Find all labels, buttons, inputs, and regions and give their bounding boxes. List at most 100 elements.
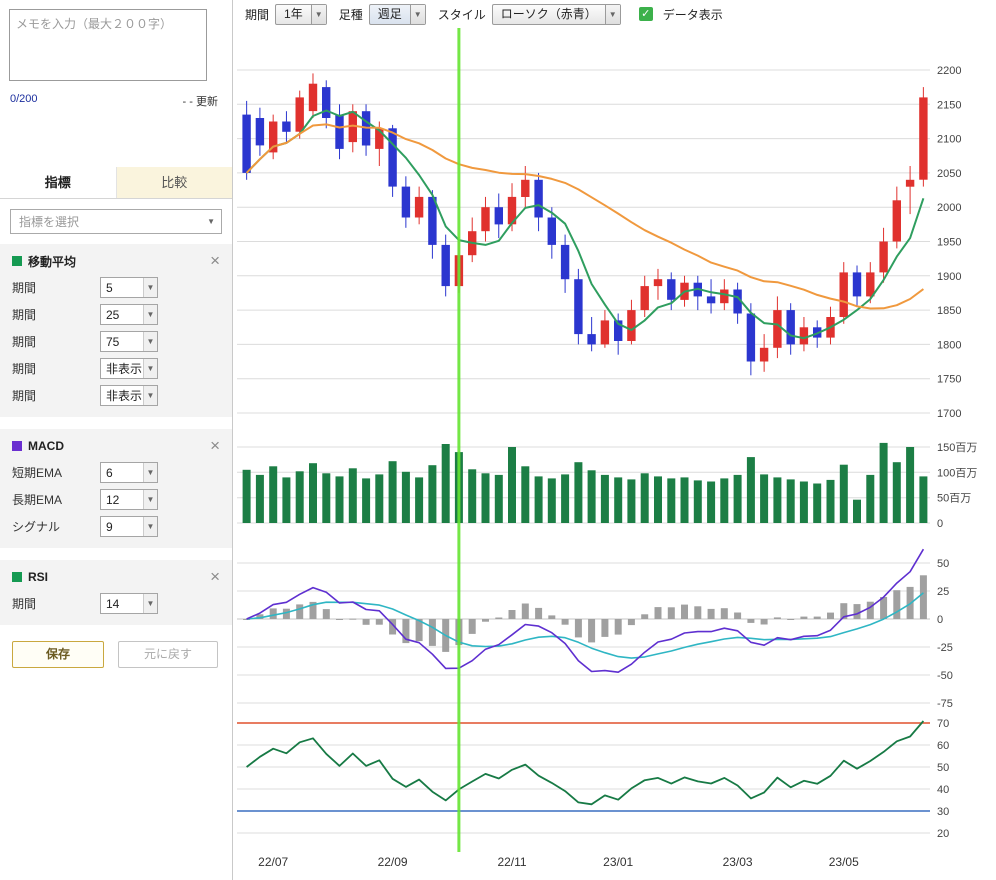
svg-text:2200: 2200	[937, 65, 961, 77]
row-label: 期間	[12, 389, 37, 403]
memo-input[interactable]	[9, 9, 207, 81]
indicator-row: 短期EMA 6 ▼	[12, 459, 220, 486]
svg-text:2050: 2050	[937, 168, 961, 180]
svg-text:50: 50	[937, 558, 949, 570]
ma-period-1-select[interactable]: 5 ▼	[100, 277, 158, 298]
price-panel: 2200 2150 2100 2050 2000 1950 1900 1850 1800 1750…	[237, 65, 961, 420]
select-value: 75	[106, 334, 120, 349]
style-label: スタイル	[437, 7, 486, 22]
ma-color-swatch	[12, 256, 22, 266]
svg-text:1700: 1700	[937, 408, 961, 420]
panel-title: RSI	[28, 570, 49, 584]
period-combo[interactable]: 1年 ▼	[275, 3, 327, 25]
bartype-label: 足種	[338, 7, 363, 22]
select-value: 9	[106, 519, 113, 534]
close-icon[interactable]: ×	[210, 436, 220, 455]
svg-text:23/03: 23/03	[723, 855, 753, 869]
row-label: 期間	[12, 281, 37, 295]
rsi-period-select[interactable]: 14 ▼	[100, 593, 158, 614]
chevron-down-icon: ▼	[310, 4, 326, 24]
macd-panel: 50 25 0 -25 -50 -75	[237, 548, 953, 710]
chevron-down-icon: ▼	[143, 490, 157, 509]
rsi-panel: 70 60 50 40 30 20	[237, 718, 949, 840]
chevron-down-icon: ▼	[604, 4, 620, 24]
x-axis-labels: 22/07 22/09 22/11 23/01 23/03 23/05	[258, 855, 859, 869]
indicator-select[interactable]: 指標を選択 ▼	[10, 209, 222, 234]
select-value: 25	[106, 307, 120, 322]
tab-compare[interactable]: 比較	[116, 167, 232, 198]
svg-text:23/05: 23/05	[829, 855, 859, 869]
indicator-row: 期間 非表示 ▼	[12, 382, 220, 409]
chart-toolbar: 期間 1年 ▼ 足種 週足 ▼ スタイル ローソク（赤青） ▼ ✓ データ表示	[233, 0, 996, 28]
chevron-down-icon: ▼	[207, 217, 215, 226]
chevron-down-icon: ▼	[143, 305, 157, 324]
panel-moving-average: 移動平均 × 期間 5 ▼ 期間 25 ▼ 期間 75	[0, 244, 232, 417]
select-value: 非表示	[106, 362, 143, 376]
bartype-combo[interactable]: 週足 ▼	[368, 3, 426, 25]
data-display-checkbox[interactable]: ✓	[638, 7, 653, 21]
period-label: 期間	[245, 7, 270, 22]
row-label: 期間	[12, 335, 37, 349]
tab-indicators[interactable]: 指標	[0, 167, 117, 198]
memo-update-link[interactable]: 更新	[196, 96, 218, 108]
svg-text:70: 70	[937, 718, 949, 730]
panel-title: MACD	[28, 439, 64, 453]
svg-text:-50: -50	[937, 670, 953, 682]
macd-signal-select[interactable]: 9 ▼	[100, 516, 158, 537]
ma-period-3-select[interactable]: 75 ▼	[100, 331, 158, 352]
svg-text:2100: 2100	[937, 134, 961, 146]
panel-title: 移動平均	[28, 254, 77, 269]
chevron-down-icon: ▼	[143, 594, 157, 613]
row-label: シグナル	[12, 520, 61, 534]
panel-header: MACD ×	[12, 436, 220, 456]
chevron-down-icon: ▼	[143, 278, 157, 297]
macd-short-ema-select[interactable]: 6 ▼	[100, 462, 158, 483]
macd-color-swatch	[12, 441, 22, 451]
row-label: 短期EMA	[12, 466, 63, 480]
svg-text:1750: 1750	[937, 374, 961, 386]
indicator-row: シグナル 9 ▼	[12, 513, 220, 540]
row-label: 長期EMA	[12, 493, 63, 507]
style-combo[interactable]: ローソク（赤青） ▼	[491, 3, 621, 25]
close-icon[interactable]: ×	[210, 251, 220, 270]
svg-text:2000: 2000	[937, 202, 961, 214]
ma-period-4-select[interactable]: 非表示 ▼	[100, 358, 158, 379]
row-label: 期間	[12, 362, 37, 376]
svg-text:1850: 1850	[937, 305, 961, 317]
panel-rsi: RSI × 期間 14 ▼	[0, 560, 232, 625]
ma-period-5-select[interactable]: 非表示 ▼	[100, 385, 158, 406]
svg-text:-25: -25	[937, 642, 953, 654]
select-value: 6	[106, 465, 113, 480]
svg-text:30: 30	[937, 806, 949, 818]
svg-text:22/07: 22/07	[258, 855, 288, 869]
close-icon[interactable]: ×	[210, 567, 220, 586]
row-label: 期間	[12, 308, 37, 322]
select-value: 12	[106, 492, 120, 507]
indicator-row: 期間 5 ▼	[12, 274, 220, 301]
reset-button[interactable]: 元に戻す	[118, 641, 218, 668]
period-value: 1年	[284, 6, 303, 21]
row-label: 期間	[12, 597, 37, 611]
panel-macd: MACD × 短期EMA 6 ▼ 長期EMA 12 ▼ シグナル	[0, 429, 232, 548]
data-display-label: データ表示	[662, 7, 723, 22]
sidebar-tabs: 指標 比較	[0, 167, 232, 199]
memo-updated-value: - -	[182, 96, 193, 108]
indicator-row: 長期EMA 12 ▼	[12, 486, 220, 513]
svg-text:23/01: 23/01	[603, 855, 633, 869]
indicator-row: 期間 14 ▼	[12, 590, 220, 617]
macd-long-ema-select[interactable]: 12 ▼	[100, 489, 158, 510]
stock-chart[interactable]: 2200 2150 2100 2050 2000 1950 1900 1850 1800 1750…	[233, 28, 996, 880]
chart-area: 期間 1年 ▼ 足種 週足 ▼ スタイル ローソク（赤青） ▼ ✓ データ表示 …	[233, 0, 996, 880]
select-value: 14	[106, 596, 120, 611]
svg-text:150百万: 150百万	[937, 442, 977, 454]
save-button[interactable]: 保存	[12, 641, 104, 668]
chevron-down-icon: ▼	[143, 463, 157, 482]
svg-text:100百万: 100百万	[937, 467, 977, 479]
select-value: 非表示	[106, 389, 143, 403]
ma-period-2-select[interactable]: 25 ▼	[100, 304, 158, 325]
chevron-down-icon: ▼	[143, 517, 157, 536]
svg-text:1900: 1900	[937, 271, 961, 283]
bartype-value: 週足	[377, 6, 402, 21]
memo-updated: - - 更新	[183, 93, 218, 109]
